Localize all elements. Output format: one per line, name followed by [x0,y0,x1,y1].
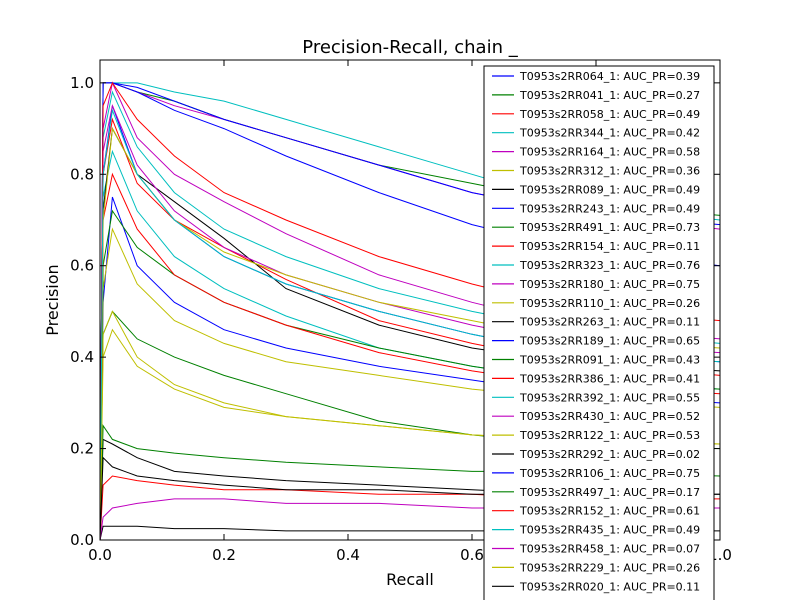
legend-entry: T0953s2RR180_1: AUC_PR=0.75 [519,278,700,291]
legend-entry: T0953s2RR229_1: AUC_PR=0.26 [519,561,700,574]
legend-entry: T0953s2RR430_1: AUC_PR=0.52 [519,410,700,423]
legend-entry: T0953s2RR392_1: AUC_PR=0.55 [519,391,700,404]
legend-entry: T0953s2RR491_1: AUC_PR=0.73 [519,221,700,234]
y-tick-label: 0.8 [70,165,94,183]
legend-entry: T0953s2RR089_1: AUC_PR=0.49 [519,183,700,196]
y-tick-label: 0.0 [70,531,94,549]
legend-entry: T0953s2RR435_1: AUC_PR=0.49 [519,524,700,537]
legend-entry: T0953s2RR497_1: AUC_PR=0.17 [519,486,700,499]
legend-entry: T0953s2RR154_1: AUC_PR=0.11 [519,240,700,253]
chart-title: Precision-Recall, chain _ [302,37,518,58]
legend-entry: T0953s2RR189_1: AUC_PR=0.65 [519,335,700,348]
legend-entry: T0953s2RR386_1: AUC_PR=0.41 [519,372,700,385]
y-tick-label: 0.6 [70,257,94,275]
x-tick-label: 0.0 [88,546,112,564]
legend-entry: T0953s2RR312_1: AUC_PR=0.36 [519,165,700,178]
legend-entry: T0953s2RR152_1: AUC_PR=0.61 [519,505,700,518]
legend-entry: T0953s2RR106_1: AUC_PR=0.75 [519,467,700,480]
x-tick-label: 0.2 [212,546,236,564]
y-tick-label: 0.4 [70,348,94,366]
legend-entry: T0953s2RR110_1: AUC_PR=0.26 [519,297,700,310]
y-axis: 0.0 0.2 0.4 0.6 0.8 1.0 [70,74,720,549]
y-tick-label: 1.0 [70,74,94,92]
legend-entry: T0953s2RR058_1: AUC_PR=0.49 [519,108,700,121]
legend-entry: T0953s2RR122_1: AUC_PR=0.53 [519,429,700,442]
legend-entry: T0953s2RR020_1: AUC_PR=0.11 [519,580,700,593]
legend-entry: T0953s2RR263_1: AUC_PR=0.11 [519,316,700,329]
legend: T0953s2RR064_1: AUC_PR=0.39 T0953s2RR041_… [483,65,715,600]
legend-entry: T0953s2RR458_1: AUC_PR=0.07 [519,543,700,556]
legend-entry: T0953s2RR292_1: AUC_PR=0.02 [519,448,700,461]
x-tick-label: 0.6 [460,546,484,564]
x-axis-label: Recall [386,570,434,589]
legend-entry: T0953s2RR323_1: AUC_PR=0.76 [519,259,700,272]
legend-box [483,65,715,600]
legend-entry: T0953s2RR243_1: AUC_PR=0.49 [519,202,700,215]
y-axis-label: Precision [43,264,62,335]
x-tick-label: 0.4 [336,546,360,564]
legend-entry: T0953s2RR344_1: AUC_PR=0.42 [519,127,700,140]
plot-frame [99,59,721,541]
legend-entry: T0953s2RR164_1: AUC_PR=0.58 [519,146,700,159]
legend-entry: T0953s2RR041_1: AUC_PR=0.27 [519,89,700,102]
legend-entry: T0953s2RR091_1: AUC_PR=0.43 [519,354,700,367]
legend-entry: T0953s2RR064_1: AUC_PR=0.39 [519,70,700,83]
y-tick-label: 0.2 [70,440,94,458]
